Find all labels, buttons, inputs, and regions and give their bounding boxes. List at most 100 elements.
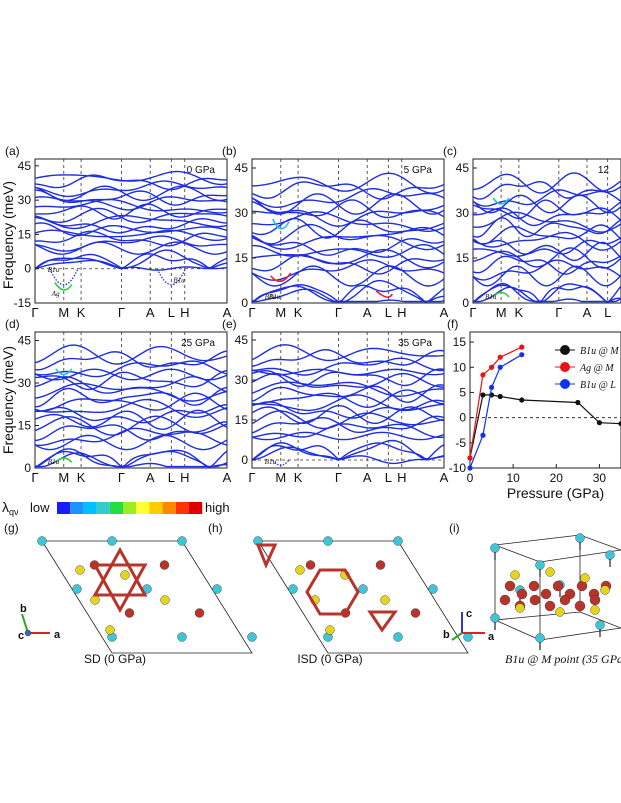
phonon-band (35, 222, 227, 237)
kagome-atom (544, 600, 556, 612)
phonon-band (35, 434, 227, 451)
phonon-bands (35, 170, 227, 291)
x-tick-label: K (294, 305, 303, 320)
x-tick-label: M (58, 470, 69, 485)
colorbar-high-label: high (205, 500, 230, 515)
data-point (497, 393, 503, 400)
data-point (519, 397, 525, 403)
panel-letter: (d) (5, 317, 20, 331)
y-tick-label: 45 (235, 333, 249, 347)
x-tick-label: K (77, 305, 86, 320)
x-tick-label: L (385, 470, 392, 485)
mode-label: B1u (48, 458, 60, 466)
phonon-band (252, 389, 444, 409)
y-tick-label: 30 (235, 373, 249, 387)
cell-top (494, 534, 621, 563)
x-tick-label: A (583, 305, 592, 320)
phonon-band (473, 237, 621, 255)
yellow-atom (105, 625, 115, 635)
axis-a-label: a (488, 631, 495, 643)
cyan-atom (393, 632, 403, 642)
x-tick-label: Γ (118, 470, 125, 485)
axis-c-label: c (18, 630, 24, 642)
hot-mode-M (270, 272, 292, 283)
colorbar-swatch (189, 502, 203, 514)
imaginary-mode-M (49, 268, 79, 286)
phonon-band (35, 229, 227, 241)
y-tick-label: 15 (235, 413, 249, 427)
x-tick-label: Γ (469, 305, 476, 320)
data-point (480, 372, 486, 378)
unit-cell (257, 540, 469, 654)
phonon-band (35, 360, 227, 378)
y-tick-label: 0 (241, 453, 248, 467)
cell-bottom (493, 611, 621, 641)
phonon-band (473, 231, 621, 251)
data-point (467, 455, 473, 461)
panel-frame (472, 158, 621, 304)
structure-caption: SD (0 GPa) (84, 652, 146, 666)
phonon-band (473, 199, 621, 219)
x-tick-label: L (168, 305, 175, 320)
kagome-atom (375, 560, 386, 570)
phonon-band (35, 350, 227, 371)
phonon-band (473, 180, 621, 200)
structure-caption: ISD (0 GPa) (297, 652, 362, 666)
phonon-band (252, 439, 444, 461)
kagome-atom (499, 594, 511, 606)
mode-label: B1u (265, 293, 277, 301)
phonon-band (252, 381, 444, 398)
y-axis-label: Frequency (meV) (0, 181, 16, 289)
cyan-atom (358, 584, 368, 594)
x-tick-label: A (363, 470, 372, 485)
x-tick-label: Γ (248, 305, 255, 320)
y-tick-label: 15 (18, 227, 32, 241)
phonon-band (252, 404, 444, 425)
phonon-band (35, 452, 227, 468)
panel-letter: (b) (222, 144, 237, 158)
legend-label: Ag @ M (579, 363, 614, 374)
kagome-triangle (255, 543, 278, 569)
cyan-atom (288, 584, 298, 594)
phonon-band (252, 234, 444, 251)
mode-label: B1u (269, 293, 281, 301)
phonon-band (35, 369, 227, 391)
colorbar-swatch (175, 502, 189, 514)
phonon-band (252, 415, 444, 434)
cyan-mode (55, 368, 73, 376)
phonon-band (252, 357, 444, 376)
phonon-band (35, 216, 227, 234)
x-tick-label: K (515, 305, 524, 320)
phonon-band (35, 403, 227, 424)
phonon-band (473, 211, 621, 233)
colorbar-swatch (149, 502, 163, 514)
green-mode (492, 291, 510, 298)
chart-frame (469, 331, 621, 469)
panel-frame (34, 158, 228, 304)
y-tick-label: 30 (235, 206, 249, 220)
phonon-band (35, 170, 227, 186)
x-tick-label: Γ (335, 305, 342, 320)
x-tick-label: L (168, 470, 175, 485)
y-tick-label: 45 (456, 161, 470, 175)
panel-letter: (i) (449, 521, 460, 535)
kagome-atom (504, 580, 516, 592)
phonon-band (252, 265, 444, 287)
phonon-band (252, 279, 444, 303)
y-tick-label: 30 (18, 193, 32, 207)
lattice-isd (253, 536, 473, 654)
phonon-band (35, 203, 227, 220)
phonon-band (473, 172, 621, 194)
yellow-atom (545, 567, 555, 577)
pressure-label: 5 GPa (404, 165, 433, 176)
y-tick-label: 0 (24, 262, 31, 276)
phonon-band (35, 253, 227, 270)
hexagon (305, 568, 360, 616)
x-tick-label: M (275, 305, 286, 320)
phonon-band (252, 442, 444, 461)
series-2: B1u @ L (467, 352, 616, 471)
x-axis-label: Pressure (GPa) (507, 485, 604, 501)
mode-label: Ag (51, 290, 60, 298)
phonon-band (473, 224, 621, 245)
cyan-mode (272, 218, 290, 230)
